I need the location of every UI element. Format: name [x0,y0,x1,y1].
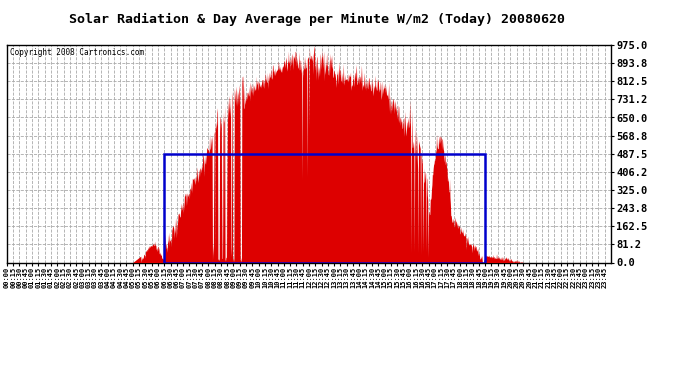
Text: Copyright 2008 Cartronics.com: Copyright 2008 Cartronics.com [10,48,144,57]
Text: Solar Radiation & Day Average per Minute W/m2 (Today) 20080620: Solar Radiation & Day Average per Minute… [70,13,565,26]
Bar [164,154,485,262]
